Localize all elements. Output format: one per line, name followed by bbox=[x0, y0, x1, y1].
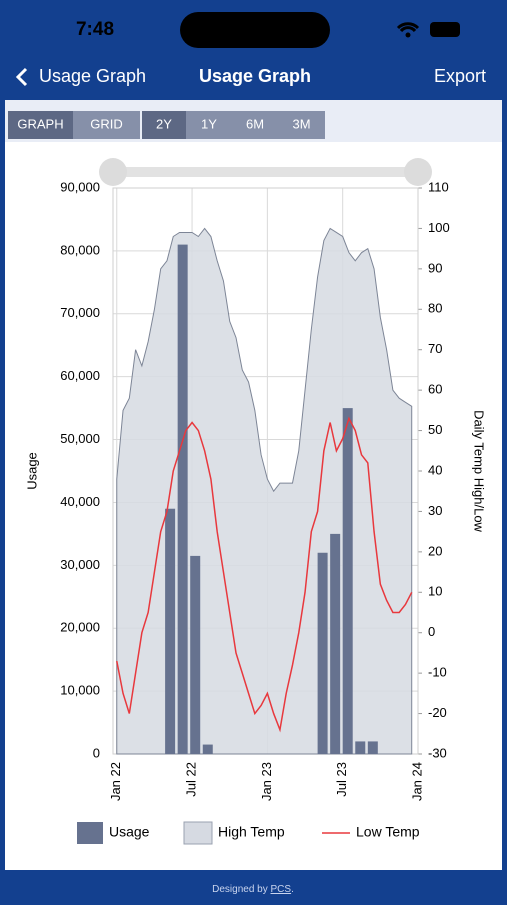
segment-button[interactable] bbox=[186, 111, 232, 139]
usage-bar bbox=[367, 741, 378, 754]
wifi-icon bbox=[396, 22, 420, 33]
usage-bar bbox=[177, 244, 188, 754]
y2-tick-label: 0 bbox=[428, 624, 435, 639]
segment-label: GRAPH bbox=[17, 116, 63, 131]
y-tick-label: 90,000 bbox=[60, 179, 100, 194]
segment-label: GRID bbox=[90, 116, 123, 131]
y-tick-label: 70,000 bbox=[60, 305, 100, 320]
y2-tick-label: 30 bbox=[428, 503, 442, 518]
y2-tick-label: 50 bbox=[428, 422, 442, 437]
y2-tick-label: 110 bbox=[428, 179, 449, 194]
footer-suffix: . bbox=[291, 884, 294, 895]
x-tick-label: Jul 23 bbox=[334, 762, 349, 797]
y2-tick-label: 90 bbox=[428, 260, 442, 275]
y-tick-label: 0 bbox=[93, 745, 100, 760]
range-slider-handle[interactable] bbox=[404, 158, 432, 186]
legend-label: Low Temp bbox=[356, 824, 420, 840]
y2-tick-label: 20 bbox=[428, 543, 442, 558]
segment-label: 2Y bbox=[156, 116, 172, 131]
y-tick-label: 30,000 bbox=[60, 557, 100, 572]
y2-tick-label: 60 bbox=[428, 382, 442, 397]
usage-bar bbox=[342, 408, 353, 754]
footer-link[interactable]: PCS bbox=[271, 884, 292, 895]
y-tick-label: 20,000 bbox=[60, 620, 100, 635]
legend-swatch bbox=[77, 822, 103, 844]
segment-label: 3M bbox=[292, 116, 310, 131]
segment-button[interactable] bbox=[8, 111, 73, 139]
y2-tick-label: 40 bbox=[428, 462, 442, 477]
range-slider-track[interactable] bbox=[113, 167, 418, 177]
battery-icon bbox=[430, 22, 460, 37]
y-tick-label: 40,000 bbox=[60, 494, 100, 509]
x-tick-label: Jul 22 bbox=[184, 762, 199, 797]
dynamic-island bbox=[180, 12, 330, 48]
segment-button[interactable] bbox=[278, 111, 325, 139]
y-tick-label: 10,000 bbox=[60, 683, 100, 698]
footer-line: Designed by PCS. bbox=[212, 884, 294, 895]
y2-axis-label: Daily Temp High/Low bbox=[472, 410, 487, 532]
segment-button[interactable] bbox=[73, 111, 140, 139]
export-button[interactable]: Export bbox=[434, 66, 486, 86]
y-axis-label: Usage bbox=[24, 452, 39, 490]
usage-bar bbox=[202, 744, 213, 754]
y2-tick-label: -30 bbox=[428, 745, 447, 760]
usage-bar bbox=[190, 555, 201, 754]
usage-bar bbox=[355, 741, 366, 754]
y2-tick-label: 10 bbox=[428, 584, 442, 599]
usage-bar bbox=[330, 533, 341, 754]
segment-button[interactable] bbox=[232, 111, 278, 139]
y-tick-label: 80,000 bbox=[60, 242, 100, 257]
legend-label: High Temp bbox=[218, 824, 285, 840]
y-tick-label: 50,000 bbox=[60, 431, 100, 446]
back-chevron[interactable] bbox=[15, 67, 28, 87]
wifi-dot bbox=[405, 32, 411, 38]
x-tick-label: Jan 22 bbox=[108, 762, 123, 801]
status-time: 7:48 bbox=[76, 19, 114, 40]
segment-label: 1Y bbox=[201, 116, 217, 131]
segment-label: 6M bbox=[246, 116, 264, 131]
nav-title: Usage Graph bbox=[199, 66, 311, 86]
x-tick-label: Jan 23 bbox=[259, 762, 274, 801]
y2-tick-label: -20 bbox=[428, 705, 447, 720]
range-slider-handle[interactable] bbox=[99, 158, 127, 186]
usage-bar bbox=[317, 552, 328, 754]
y2-tick-label: 80 bbox=[428, 301, 442, 316]
back-button[interactable]: Usage Graph bbox=[39, 66, 146, 86]
y-tick-label: 60,000 bbox=[60, 368, 100, 383]
y2-tick-label: 70 bbox=[428, 341, 442, 356]
x-tick-label: Jan 24 bbox=[409, 762, 424, 801]
legend-label: Usage bbox=[109, 824, 150, 840]
segment-button[interactable] bbox=[142, 111, 186, 139]
y2-tick-label: 100 bbox=[428, 220, 450, 235]
footer-text: Designed by bbox=[212, 884, 268, 895]
usage-bar bbox=[165, 508, 176, 754]
low-temp-line bbox=[116, 416, 413, 733]
y2-tick-label: -10 bbox=[428, 665, 447, 680]
legend-swatch bbox=[183, 821, 213, 845]
